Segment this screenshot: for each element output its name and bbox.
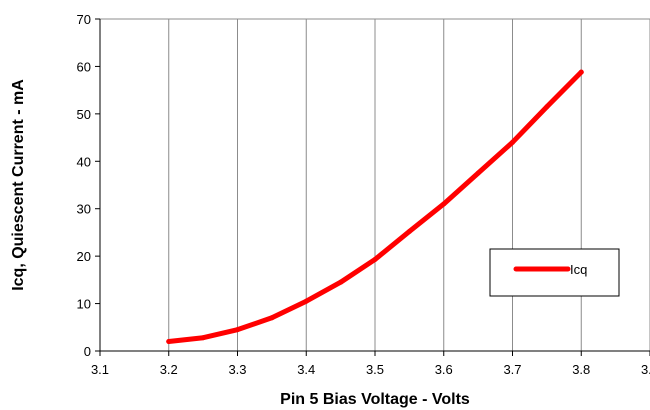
y-tick-label: 60 bbox=[77, 59, 91, 74]
data-point bbox=[235, 327, 240, 333]
series-layer bbox=[166, 69, 584, 345]
x-tick-label: 3.9 bbox=[641, 362, 650, 377]
data-point bbox=[200, 335, 206, 341]
data-point bbox=[441, 201, 447, 207]
y-tick-label: 10 bbox=[77, 297, 91, 312]
y-tick-labels: 0 10 20 30 40 50 60 70 bbox=[77, 12, 91, 359]
data-point bbox=[338, 279, 344, 285]
data-point bbox=[303, 298, 309, 304]
y-tick-label: 30 bbox=[77, 202, 91, 217]
y-tick-label: 40 bbox=[77, 154, 91, 169]
x-tick-label: 3.5 bbox=[366, 362, 384, 377]
data-point bbox=[269, 315, 275, 321]
data-point bbox=[544, 104, 550, 110]
x-tick-label: 3.4 bbox=[297, 362, 315, 377]
x-tick-labels: 3.1 3.2 3.3 3.4 3.5 3.6 3.7 3.8 3.9 bbox=[91, 362, 650, 377]
x-tick-label: 3.2 bbox=[160, 362, 178, 377]
x-tick-label: 3.1 bbox=[91, 362, 109, 377]
x-tick-label: 3.7 bbox=[503, 362, 521, 377]
data-point bbox=[406, 228, 412, 234]
data-point bbox=[510, 139, 515, 145]
data-point bbox=[166, 339, 172, 345]
legend-label-icq: Icq bbox=[570, 262, 587, 277]
y-tick-label: 0 bbox=[84, 344, 91, 359]
legend: Icq bbox=[489, 248, 620, 297]
data-point bbox=[372, 256, 378, 262]
y-axis-title: Icq, Quiescent Current - mA bbox=[10, 79, 27, 291]
data-point bbox=[475, 170, 481, 176]
legend-box bbox=[489, 248, 620, 297]
x-axis-title: Pin 5 Bias Voltage - Volts bbox=[280, 391, 470, 408]
axes bbox=[95, 18, 650, 356]
x-tick-label: 3.6 bbox=[435, 362, 453, 377]
x-tick-label: 3.8 bbox=[572, 362, 590, 377]
y-tick-label: 20 bbox=[77, 249, 91, 264]
y-tick-label: 70 bbox=[77, 12, 91, 27]
x-tick-label: 3.3 bbox=[228, 362, 246, 377]
y-tick-label: 50 bbox=[77, 107, 91, 122]
data-point bbox=[578, 69, 584, 75]
